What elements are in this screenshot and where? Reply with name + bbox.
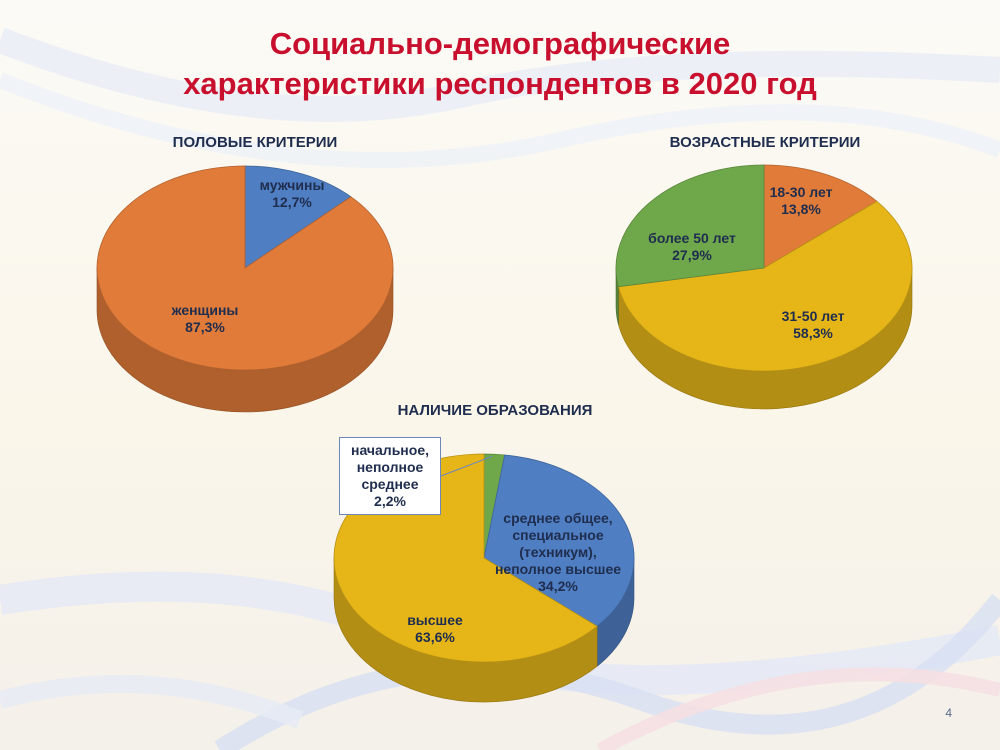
slice-label-men: мужчины 12,7%: [237, 177, 347, 211]
slice-label-men-value: 12,7%: [272, 194, 312, 210]
page-title-line-2: характеристики респондентов в 2020 год: [183, 66, 817, 101]
slice-label-primary-line-2: неполное: [356, 459, 424, 475]
slice-label-age-50-plus-name: более 50 лет: [648, 230, 736, 246]
slice-label-age-18-30: 18-30 лет 13,8%: [756, 184, 846, 218]
slice-label-men-name: мужчины: [259, 177, 325, 193]
slice-label-higher-name: высшее: [407, 612, 463, 628]
slice-age-31-50: [617, 200, 913, 372]
chart-title-age: ВОЗРАСТНЫЕ КРИТЕРИИ: [669, 134, 861, 151]
chart-title-gender: ПОЛОВЫЕ КРИТЕРИИ: [172, 134, 338, 151]
slice-label-primary-line-1: начальное,: [351, 442, 429, 458]
slice-label-age-31-50-name: 31-50 лет: [781, 308, 845, 324]
slice-label-secondary: среднее общее, специальное (техникум), н…: [483, 510, 633, 595]
slice-secondary-education: [483, 454, 635, 627]
slice-label-primary-line-3: среднее: [361, 476, 419, 492]
slice-age-50-plus: [615, 164, 765, 288]
slice-label-women: женщины 87,3%: [150, 302, 260, 336]
slice-men: [244, 165, 352, 269]
chart-title-education: НАЛИЧИЕ ОБРАЗОВАНИЯ: [397, 402, 593, 419]
slice-label-secondary-line-4: неполное высшее: [494, 561, 622, 577]
slice-label-secondary-line-2: специальное: [512, 527, 604, 543]
slice-women: [96, 165, 394, 371]
slice-label-age-50-plus: более 50 лет 27,9%: [637, 230, 747, 264]
page-title-line-1: Социально-демографические: [269, 26, 731, 61]
slice-label-secondary-value: 34,2%: [538, 578, 578, 594]
slice-label-age-18-30-value: 13,8%: [781, 201, 821, 217]
slice-label-age-50-plus-value: 27,9%: [672, 247, 712, 263]
callout-primary-education: начальное, неполное среднее 2,2%: [339, 437, 441, 515]
slice-label-primary-value: 2,2%: [374, 493, 406, 509]
page-number: 4: [945, 706, 952, 720]
page-title: Социально-демографические характеристики…: [0, 24, 1000, 104]
slice-label-age-31-50: 31-50 лет 58,3%: [768, 308, 858, 342]
slice-label-secondary-line-3: (техникум),: [519, 544, 597, 560]
slice-label-age-18-30-name: 18-30 лет: [769, 184, 833, 200]
slice-label-higher-value: 63,6%: [415, 629, 455, 645]
slice-label-women-value: 87,3%: [185, 319, 225, 335]
slice-label-higher: высшее 63,6%: [380, 612, 490, 646]
slice-label-women-name: женщины: [171, 302, 239, 318]
slice-label-primary: начальное, неполное среднее 2,2%: [340, 442, 440, 510]
callout-leader-line: [440, 455, 493, 477]
slice-label-secondary-line-1: среднее общее,: [503, 510, 613, 526]
slice-age-18-30: [763, 164, 878, 269]
slice-label-age-31-50-value: 58,3%: [793, 325, 833, 341]
